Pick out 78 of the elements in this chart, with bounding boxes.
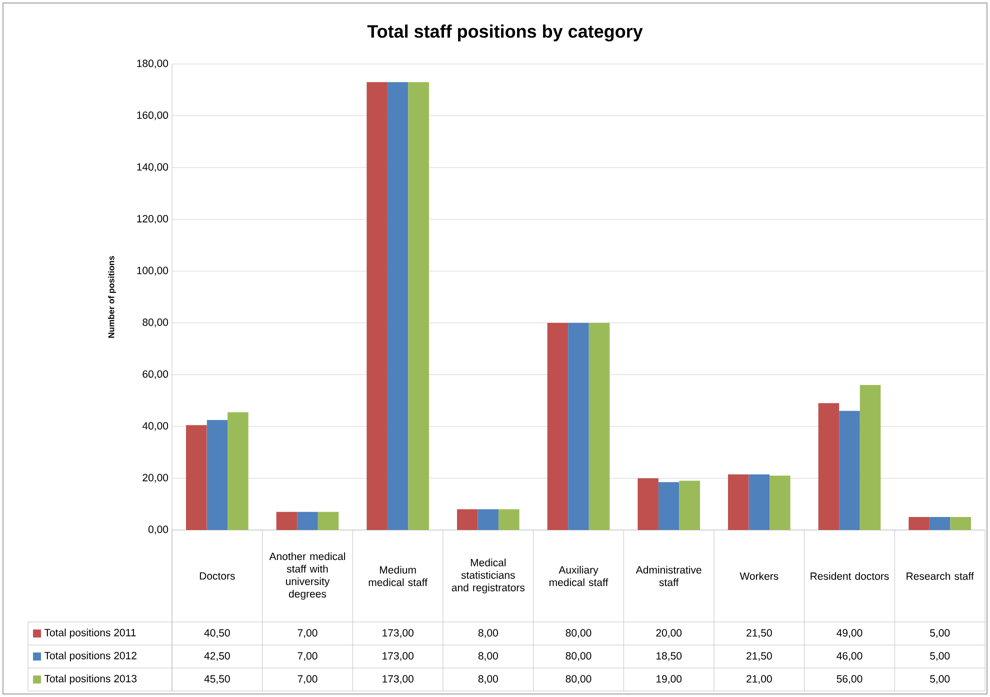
data-label: 7,00 xyxy=(298,675,318,684)
x-tick-label: Research staff xyxy=(906,572,974,580)
legend-label: Total positions 2011 xyxy=(44,628,136,638)
data-label: 7,00 xyxy=(298,652,318,661)
y-tick-label: 80,00 xyxy=(142,318,168,328)
data-label: 5,00 xyxy=(930,629,950,638)
data-label: 8,00 xyxy=(478,675,498,684)
bar xyxy=(478,509,499,530)
y-axis-title: Number of positions xyxy=(108,256,116,338)
y-tick-label: 180,00 xyxy=(137,60,168,68)
y-tick-label: 60,00 xyxy=(142,370,168,380)
data-label: 173,00 xyxy=(382,629,414,638)
y-tick-label: 40,00 xyxy=(142,422,168,431)
y-tick-label: 0,00 xyxy=(148,526,168,534)
bar xyxy=(748,474,770,530)
data-label: 18,50 xyxy=(656,652,682,661)
bar xyxy=(929,517,950,530)
data-label: 45,50 xyxy=(204,675,230,684)
data-label: 21,50 xyxy=(746,652,772,661)
data-label: 7,00 xyxy=(298,629,318,638)
bar xyxy=(318,512,339,530)
bar xyxy=(770,476,790,530)
y-tick-label: 140,00 xyxy=(137,163,168,172)
x-tick-label: Medical statisticians and registrators xyxy=(452,558,525,594)
bar xyxy=(206,420,228,530)
y-tick-label: 160,00 xyxy=(137,111,168,120)
bar xyxy=(588,322,610,530)
bar xyxy=(818,403,840,530)
x-tick-label: Workers xyxy=(740,572,778,580)
bar xyxy=(408,82,429,530)
data-label: 8,00 xyxy=(478,652,498,661)
bar xyxy=(297,512,318,530)
legend-label: Total positions 2012 xyxy=(44,652,136,662)
data-label: 80,00 xyxy=(566,652,592,661)
data-label: 46,00 xyxy=(836,652,862,661)
x-tick-label: Another medical staff with university degrees xyxy=(269,552,346,600)
x-tick-label: Administrative staff xyxy=(636,566,702,586)
bar xyxy=(457,509,478,530)
x-tick-label: Medium medical staff xyxy=(368,566,428,586)
x-tick-label: Doctors xyxy=(200,572,235,580)
data-label: 42,50 xyxy=(204,652,230,661)
data-label: 19,00 xyxy=(656,675,682,684)
data-label: 40,50 xyxy=(204,629,230,638)
legend-label: Total positions 2013 xyxy=(44,674,137,684)
bar xyxy=(908,517,930,530)
bar xyxy=(839,410,860,530)
bar xyxy=(276,512,298,530)
bar xyxy=(186,425,207,530)
data-label: 20,00 xyxy=(656,629,682,638)
chart-title: Total staff positions by category xyxy=(367,24,643,42)
data-label: 173,00 xyxy=(382,652,414,661)
bar xyxy=(728,474,749,530)
data-label: 8,00 xyxy=(478,629,498,638)
x-tick-label: Resident doctors xyxy=(810,572,889,580)
bar xyxy=(366,82,388,530)
y-tick-label: 20,00 xyxy=(142,474,168,483)
data-label: 21,50 xyxy=(746,629,772,638)
data-label: 5,00 xyxy=(930,675,950,684)
bar xyxy=(387,82,408,530)
x-tick-label: Auxiliary medical staff xyxy=(550,566,608,586)
bar xyxy=(568,322,589,530)
bar xyxy=(679,480,700,530)
data-label: 173,00 xyxy=(382,675,414,684)
bar xyxy=(228,412,248,530)
data-label: 80,00 xyxy=(566,675,592,684)
data-label: 21,00 xyxy=(746,675,772,684)
y-tick-label: 100,00 xyxy=(137,266,168,276)
bar xyxy=(860,385,881,530)
bar xyxy=(547,322,568,530)
data-label: 80,00 xyxy=(566,629,592,638)
bar xyxy=(638,478,658,530)
y-tick-label: 120,00 xyxy=(137,215,168,224)
data-label: 56,00 xyxy=(836,675,862,684)
bar xyxy=(498,509,520,530)
bar xyxy=(658,482,680,530)
data-label: 5,00 xyxy=(930,652,950,661)
data-label: 49,00 xyxy=(836,629,862,638)
bar xyxy=(950,517,971,530)
